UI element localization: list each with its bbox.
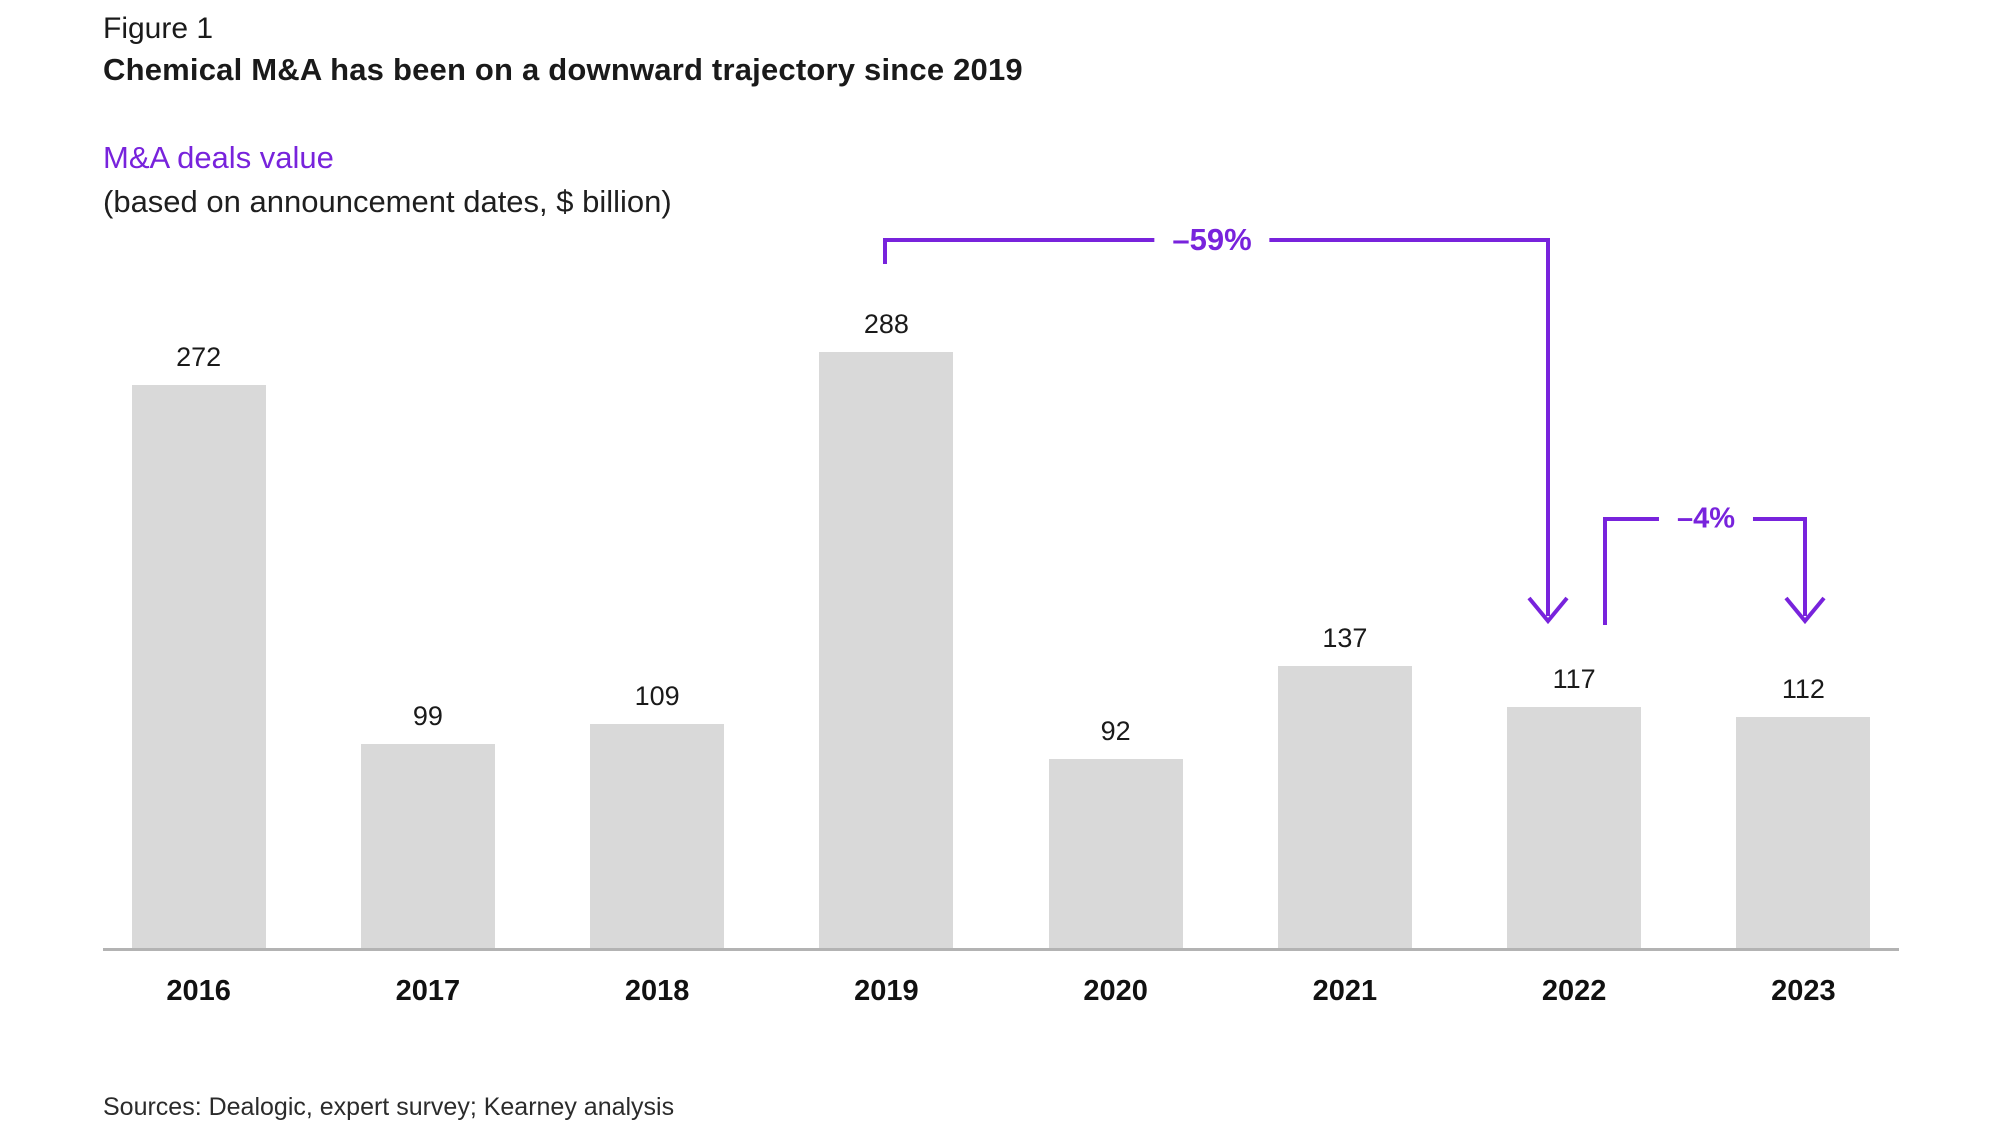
bar-value-label: 109 [634, 680, 680, 711]
x-axis-label: 2019 [854, 975, 919, 1007]
bar-value-label: 99 [412, 701, 443, 732]
x-axis-line [103, 948, 1899, 951]
bar [360, 744, 495, 950]
bar-column: 272 [84, 342, 313, 950]
bar-column: 109 [543, 681, 772, 950]
bar-value-label: 92 [1100, 715, 1131, 746]
x-axis-label: 2020 [1083, 975, 1148, 1007]
plot-area: 272 99 109 288 92 137 117 112 [84, 230, 1918, 950]
x-axis-label: 2023 [1771, 975, 1836, 1007]
bar-value-label: 117 [1552, 664, 1596, 695]
bar [819, 352, 954, 950]
x-axis-label: 2017 [395, 975, 461, 1007]
chart-subtitle: M&A deals value [103, 140, 334, 175]
bar [1736, 717, 1871, 950]
bar-column: 117 [1460, 664, 1689, 950]
sources-note: Sources: Dealogic, expert survey; Kearne… [103, 1093, 675, 1121]
bar-value-label: 288 [863, 309, 909, 339]
x-axis-label: 2016 [166, 975, 231, 1007]
decline-label-4: –4% [1658, 502, 1754, 536]
figure-title: Chemical M&A has been on a downward traj… [103, 52, 1023, 87]
bar [590, 723, 725, 950]
bar [1277, 665, 1412, 950]
figure-label: Figure 1 [103, 12, 214, 45]
bar-column: 99 [313, 701, 542, 950]
bar-column: 112 [1689, 674, 1918, 950]
bar-column: 137 [1230, 623, 1459, 950]
bar-value-label: 272 [176, 342, 222, 373]
bar-column: 288 [772, 309, 1001, 950]
decline-label-59: –59% [1154, 222, 1270, 258]
bar [131, 385, 266, 950]
x-axis-label: 2018 [624, 975, 690, 1007]
chart-subtitle-note: (based on announcement dates, $ billion) [103, 184, 672, 219]
bar [1507, 707, 1642, 950]
x-axis-label: 2022 [1541, 975, 1607, 1007]
bar-value-label: 137 [1322, 622, 1368, 653]
bar-value-label: 112 [1781, 674, 1825, 705]
x-axis-labels: 2016 2017 2018 2019 2020 2021 2022 2023 [84, 975, 1918, 1008]
bar [1048, 758, 1183, 950]
bar-column: 92 [1001, 716, 1230, 950]
x-axis-label: 2021 [1312, 975, 1378, 1007]
